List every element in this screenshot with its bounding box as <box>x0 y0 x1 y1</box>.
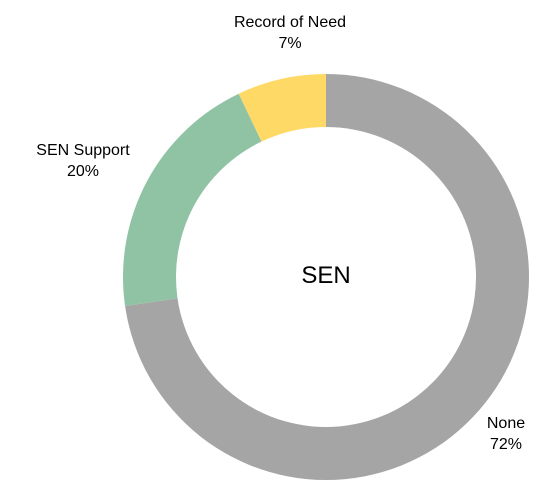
labels-layer: None 72% SEN Support 20% Record of Need 7% <box>36 14 525 453</box>
slice-label-value: 20% <box>67 163 99 180</box>
center-label: SEN <box>301 262 350 289</box>
slices-layer <box>123 74 529 480</box>
slice-label-name: Record of Need <box>234 14 346 31</box>
slice-sen-support <box>123 93 262 306</box>
slice-label-name: SEN Support <box>36 142 130 159</box>
slice-label-value: 72% <box>490 436 522 453</box>
slice-record-of-need <box>238 74 326 142</box>
slice-label-value: 7% <box>278 35 301 52</box>
slice-label-name: None <box>487 415 525 432</box>
